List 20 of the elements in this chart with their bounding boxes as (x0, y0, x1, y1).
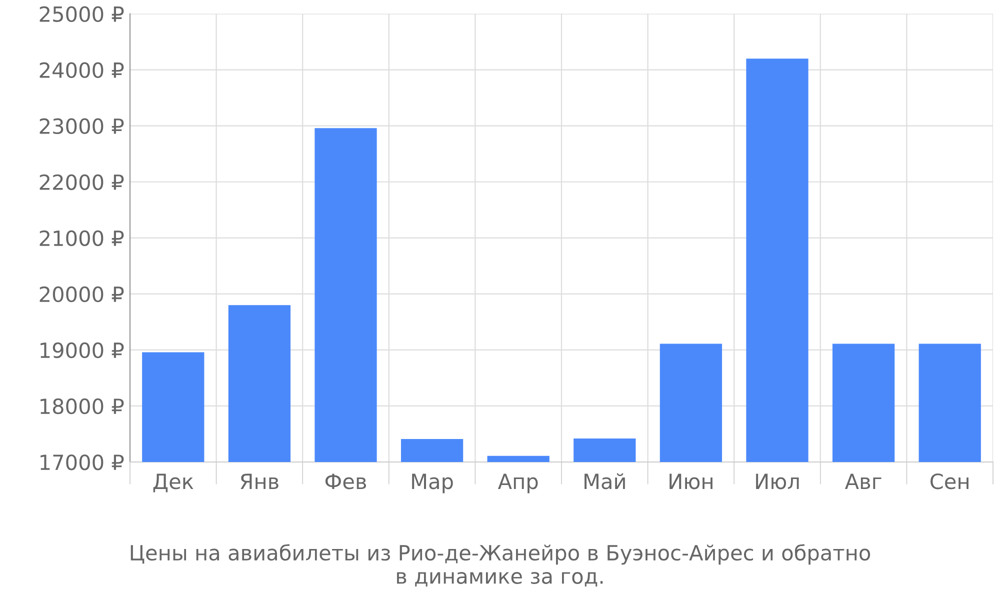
y-tick-label: 24000 ₽ (40, 62, 124, 78)
x-tick-label: Дек (153, 474, 194, 492)
y-tick-label: 23000 ₽ (40, 118, 124, 134)
x-tick-label: Апр (498, 474, 538, 494)
y-tick-label: 18000 ₽ (40, 398, 124, 414)
y-tick-label: 22000 ₽ (40, 174, 124, 190)
x-tick-label: Июн (670, 474, 712, 490)
y-tick-label: 20000 ₽ (40, 286, 124, 302)
x-tick-label: Фев (325, 474, 366, 490)
x-tick-label: Мар (412, 474, 453, 494)
y-tick-label: 17000 ₽ (40, 454, 124, 470)
y-tick-label: 19000 ₽ (40, 342, 124, 358)
y-tick-label: 21000 ₽ (40, 230, 124, 246)
x-tick-label: Авг (844, 474, 882, 489)
x-tick-label: Янв (240, 474, 278, 489)
y-tick-label: 25000 ₽ (40, 6, 124, 22)
x-tick-label: Май (584, 473, 625, 490)
text: Цены на авиабилеты из Рио-де-Жанейро в Буэнос-Айрес и обратно в динамике за год. (130, 544, 870, 587)
x-tick-label: Июл (756, 474, 799, 490)
x-tick-label: Сен (930, 473, 968, 490)
